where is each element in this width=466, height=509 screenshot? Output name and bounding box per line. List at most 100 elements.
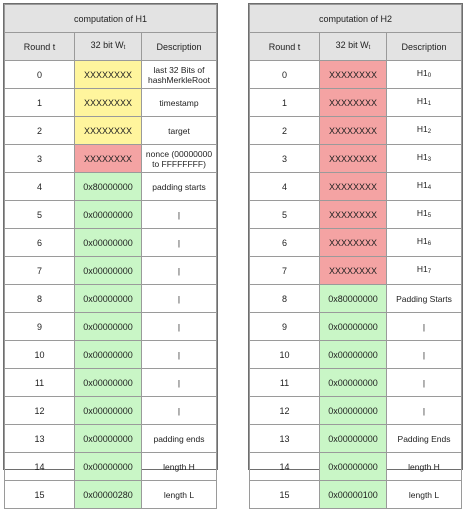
- description-cell: H17: [386, 256, 462, 285]
- h2-table-title: computation of H2: [249, 4, 462, 33]
- table-row: 15 0x00000280 length L: [4, 480, 217, 509]
- table-row: 5 0x00000000 |: [4, 200, 217, 229]
- round-cell: 14: [4, 452, 75, 481]
- description-text: timestamp: [159, 97, 199, 108]
- description-cell: |: [141, 368, 217, 397]
- round-cell: 1: [4, 88, 75, 117]
- word-cell: XXXXXXXX: [319, 228, 387, 257]
- word-cell: 0x00000000: [74, 368, 142, 397]
- description-cell: |: [141, 200, 217, 229]
- word-cell: XXXXXXXX: [319, 88, 387, 117]
- description-text: target: [168, 125, 190, 136]
- table-row: 14 0x00000000 length H: [4, 452, 217, 481]
- round-cell: 9: [249, 312, 320, 341]
- description-text: |: [177, 377, 181, 388]
- description-cell: Padding Ends: [386, 424, 462, 453]
- description-cell: timestamp: [141, 88, 217, 117]
- table-row: 8 0x00000000 |: [4, 284, 217, 313]
- description-text: H1: [416, 180, 428, 190]
- word-cell: 0x00000000: [74, 396, 142, 425]
- description-subscript: 3: [427, 157, 432, 163]
- description-text: Padding Starts: [396, 293, 452, 304]
- description-subscript: 4: [427, 185, 432, 191]
- description-cell: |: [386, 368, 462, 397]
- description-subscript: 1: [427, 101, 432, 107]
- description-subscript: 5: [427, 213, 432, 219]
- h1-word-header: 32 bit Wt: [74, 32, 142, 61]
- table-row: 11 0x00000000 |: [249, 368, 462, 397]
- table-row: 1 XXXXXXXX H11: [249, 88, 462, 117]
- h1-table-title: computation of H1: [4, 4, 217, 33]
- description-cell: |: [141, 228, 217, 257]
- word-cell: XXXXXXXX: [74, 144, 142, 173]
- table-row: 14 0x00000000 length H: [249, 452, 462, 481]
- word-cell: 0x00000000: [74, 340, 142, 369]
- word-cell: 0x80000000: [74, 172, 142, 201]
- description-cell: length L: [386, 480, 462, 509]
- description-cell: |: [141, 396, 217, 425]
- word-cell: XXXXXXXX: [319, 144, 387, 173]
- description-cell: length H: [141, 452, 217, 481]
- table-row: 12 0x00000000 |: [249, 396, 462, 425]
- description-cell: |: [386, 312, 462, 341]
- h1-word-header-sub: t: [123, 45, 126, 51]
- word-cell: 0x00000000: [319, 340, 387, 369]
- description-text: |: [177, 405, 181, 416]
- description-text: last 32 Bits of: [153, 64, 205, 75]
- word-cell: 0x00000000: [74, 256, 142, 285]
- round-cell: 12: [249, 396, 320, 425]
- description-cell: Padding Starts: [386, 284, 462, 313]
- description-cell: length H: [386, 452, 462, 481]
- table-row: 1 XXXXXXXX timestamp: [4, 88, 217, 117]
- word-cell: 0x00000000: [319, 424, 387, 453]
- description-cell: |: [141, 284, 217, 313]
- round-cell: 11: [4, 368, 75, 397]
- round-cell: 6: [249, 228, 320, 257]
- round-cell: 3: [249, 144, 320, 173]
- description-text: length H: [163, 461, 195, 472]
- description-cell: target: [141, 116, 217, 145]
- description-text: |: [422, 321, 426, 332]
- description-text: H1: [416, 208, 428, 218]
- description-cell: nonce (00000000 to FFFFFFFF): [141, 144, 217, 173]
- description-text: length H: [408, 461, 440, 472]
- word-cell: XXXXXXXX: [319, 256, 387, 285]
- description-text: |: [422, 377, 426, 388]
- description-cell: H12: [386, 116, 462, 145]
- description-text: H1: [416, 264, 428, 274]
- round-cell: 13: [4, 424, 75, 453]
- table-row: 4 XXXXXXXX H14: [249, 172, 462, 201]
- table-row: 13 0x00000000 padding ends: [4, 424, 217, 453]
- description-cell: padding ends: [141, 424, 217, 453]
- description-text: Padding Ends: [397, 433, 451, 444]
- table-row: 4 0x80000000 padding starts: [4, 172, 217, 201]
- h1-word-header-text: 32 bit W: [90, 40, 124, 50]
- description-text: padding starts: [152, 181, 206, 192]
- table-row: 6 XXXXXXXX H16: [249, 228, 462, 257]
- round-cell: 11: [249, 368, 320, 397]
- h2-word-header-text: 32 bit W: [335, 40, 369, 50]
- word-cell: 0x00000000: [319, 396, 387, 425]
- description-cell: |: [141, 256, 217, 285]
- word-cell: XXXXXXXX: [319, 60, 387, 89]
- description-cell: H11: [386, 88, 462, 117]
- word-cell: XXXXXXXX: [319, 200, 387, 229]
- round-cell: 5: [249, 200, 320, 229]
- description-text: |: [177, 265, 181, 276]
- description-cell: last 32 Bits of hashMerkleRoot: [141, 60, 217, 89]
- round-cell: 12: [4, 396, 75, 425]
- description-subscript: 2: [427, 129, 432, 135]
- h1-computation-table: computation of H1 Round t 32 bit Wt Desc…: [3, 3, 218, 509]
- table-row: 13 0x00000000 Padding Ends: [249, 424, 462, 453]
- description-text: hashMerkleRoot: [148, 74, 210, 85]
- description-text: H1: [416, 152, 428, 162]
- table-row: 12 0x00000000 |: [4, 396, 217, 425]
- table-row: 2 XXXXXXXX target: [4, 116, 217, 145]
- round-cell: 7: [249, 256, 320, 285]
- word-cell: XXXXXXXX: [74, 88, 142, 117]
- round-cell: 0: [4, 60, 75, 89]
- round-cell: 14: [249, 452, 320, 481]
- table-row: 10 0x00000000 |: [4, 340, 217, 369]
- table-row: 7 0x00000000 |: [4, 256, 217, 285]
- word-cell: 0x00000100: [319, 480, 387, 509]
